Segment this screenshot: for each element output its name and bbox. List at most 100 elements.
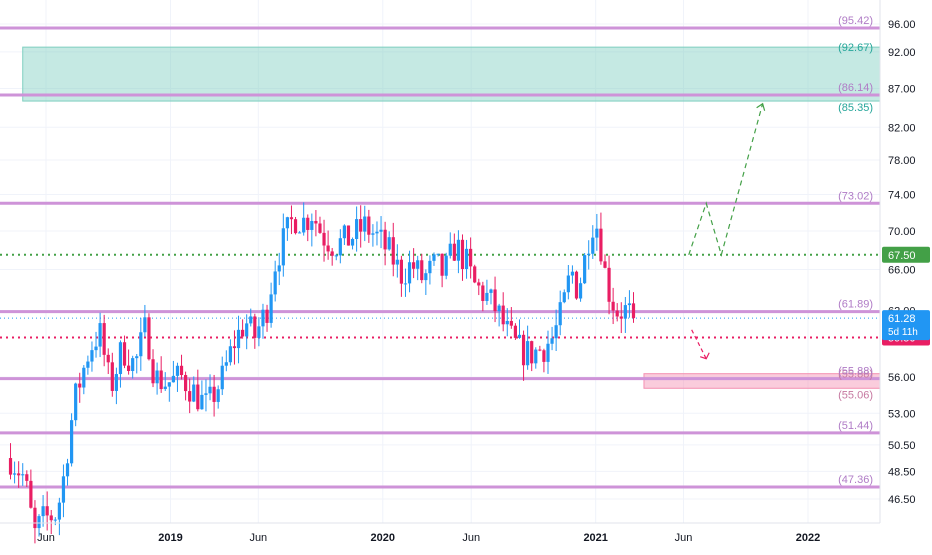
candle-body (69, 420, 74, 464)
candle-body (78, 383, 82, 388)
candles-layer (8, 202, 636, 544)
candle-body (530, 341, 534, 364)
candle-body (298, 232, 302, 234)
candle-body (192, 384, 196, 402)
candle-body (342, 225, 347, 239)
grid-lines (0, 0, 880, 523)
candle-body (204, 393, 208, 395)
candle-body (139, 332, 143, 357)
candle-body (184, 375, 188, 392)
candle-body (542, 350, 546, 362)
candle-body (444, 255, 448, 276)
candle-body (436, 253, 440, 255)
zone-box (22, 46, 881, 102)
candle-body (188, 391, 192, 402)
candle-body (143, 317, 147, 333)
candle-body (224, 362, 228, 366)
candle-body (167, 382, 171, 387)
candle-body (391, 237, 395, 265)
time-axis[interactable]: Jun 2019 Jun 2020 Jun 2021 Jun 2022 (37, 532, 820, 544)
candle-body (94, 346, 98, 351)
candle-body (232, 346, 237, 349)
current-price-tag-box (882, 310, 930, 341)
candle-body (517, 334, 522, 338)
candle-body (473, 266, 477, 283)
candle-body (175, 365, 180, 376)
candle-body (155, 370, 159, 384)
candle-body (554, 325, 558, 339)
candle-body (550, 338, 554, 344)
candle-body (379, 229, 383, 232)
candle-body (249, 316, 253, 324)
zone-label-top: (55.88) (838, 369, 873, 381)
candle-body (131, 358, 135, 372)
candle-body (212, 386, 216, 402)
candle-body (110, 362, 114, 391)
candle-body (424, 273, 428, 281)
level-label: (47.36) (838, 474, 873, 486)
candle-body (196, 384, 200, 410)
zone-label-top: (92.67) (838, 42, 873, 54)
candle-body (448, 243, 452, 256)
price-axis[interactable]: 96.00 92.00 87.00 82.00 78.00 74.00 70.00 66.00… (888, 19, 916, 506)
candle-body (326, 245, 330, 252)
candle-body (371, 233, 375, 235)
candle-body (399, 259, 404, 284)
candle-body (163, 386, 167, 390)
price-tick-label: 56.00 (888, 372, 916, 384)
candle-body (74, 383, 78, 421)
time-tick-label: 2021 (583, 532, 607, 544)
candle-body (310, 220, 314, 230)
candle-body (61, 476, 66, 503)
candle-body (574, 271, 579, 299)
zone-label-bottom: (85.35) (838, 102, 873, 114)
candle-body (277, 265, 281, 272)
candle-body (464, 248, 469, 270)
time-tick-label: Jun (675, 532, 693, 544)
candle-body (355, 219, 359, 239)
candle-body (8, 458, 13, 475)
candle-body (86, 361, 90, 368)
candle-body (611, 301, 615, 311)
projections-layer (688, 102, 766, 360)
candle-body (489, 289, 493, 293)
candle-body (330, 251, 334, 256)
candle-body (558, 302, 562, 326)
candle-body (273, 271, 277, 295)
candle-body (228, 346, 232, 363)
level-label: (51.44) (838, 420, 873, 432)
candle-body (322, 232, 326, 246)
time-tick-label: 2020 (371, 532, 395, 544)
candle-body (318, 223, 322, 233)
candle-body (460, 239, 465, 270)
candle-body (387, 237, 391, 250)
candle-body (587, 253, 591, 256)
time-tick-label: 2019 (158, 532, 182, 544)
time-tick-label: Jun (462, 532, 480, 544)
zone-label-bottom: (55.06) (838, 389, 873, 401)
candle-body (253, 316, 257, 338)
level-label: (61.89) (838, 299, 873, 311)
candle-body (57, 502, 61, 520)
candle-body (383, 229, 387, 250)
candle-body (456, 239, 461, 261)
candle-body (623, 305, 627, 319)
candle-body (615, 310, 619, 317)
candle-body (599, 228, 603, 262)
zones-layer (22, 46, 881, 389)
candle-body (578, 283, 583, 299)
price-tick-label: 74.00 (888, 190, 916, 202)
price-tick-label: 82.00 (888, 122, 916, 134)
candle-body (118, 342, 123, 375)
candle-body (395, 259, 399, 265)
price-tick-label: 50.50 (888, 440, 916, 452)
candle-body (485, 292, 489, 301)
level-label: (55.88) (838, 366, 873, 378)
candle-body (122, 342, 127, 366)
price-tick-label: 87.00 (888, 84, 916, 96)
candle-body (265, 309, 269, 323)
candle-body (82, 367, 86, 388)
candle-body (151, 359, 155, 384)
